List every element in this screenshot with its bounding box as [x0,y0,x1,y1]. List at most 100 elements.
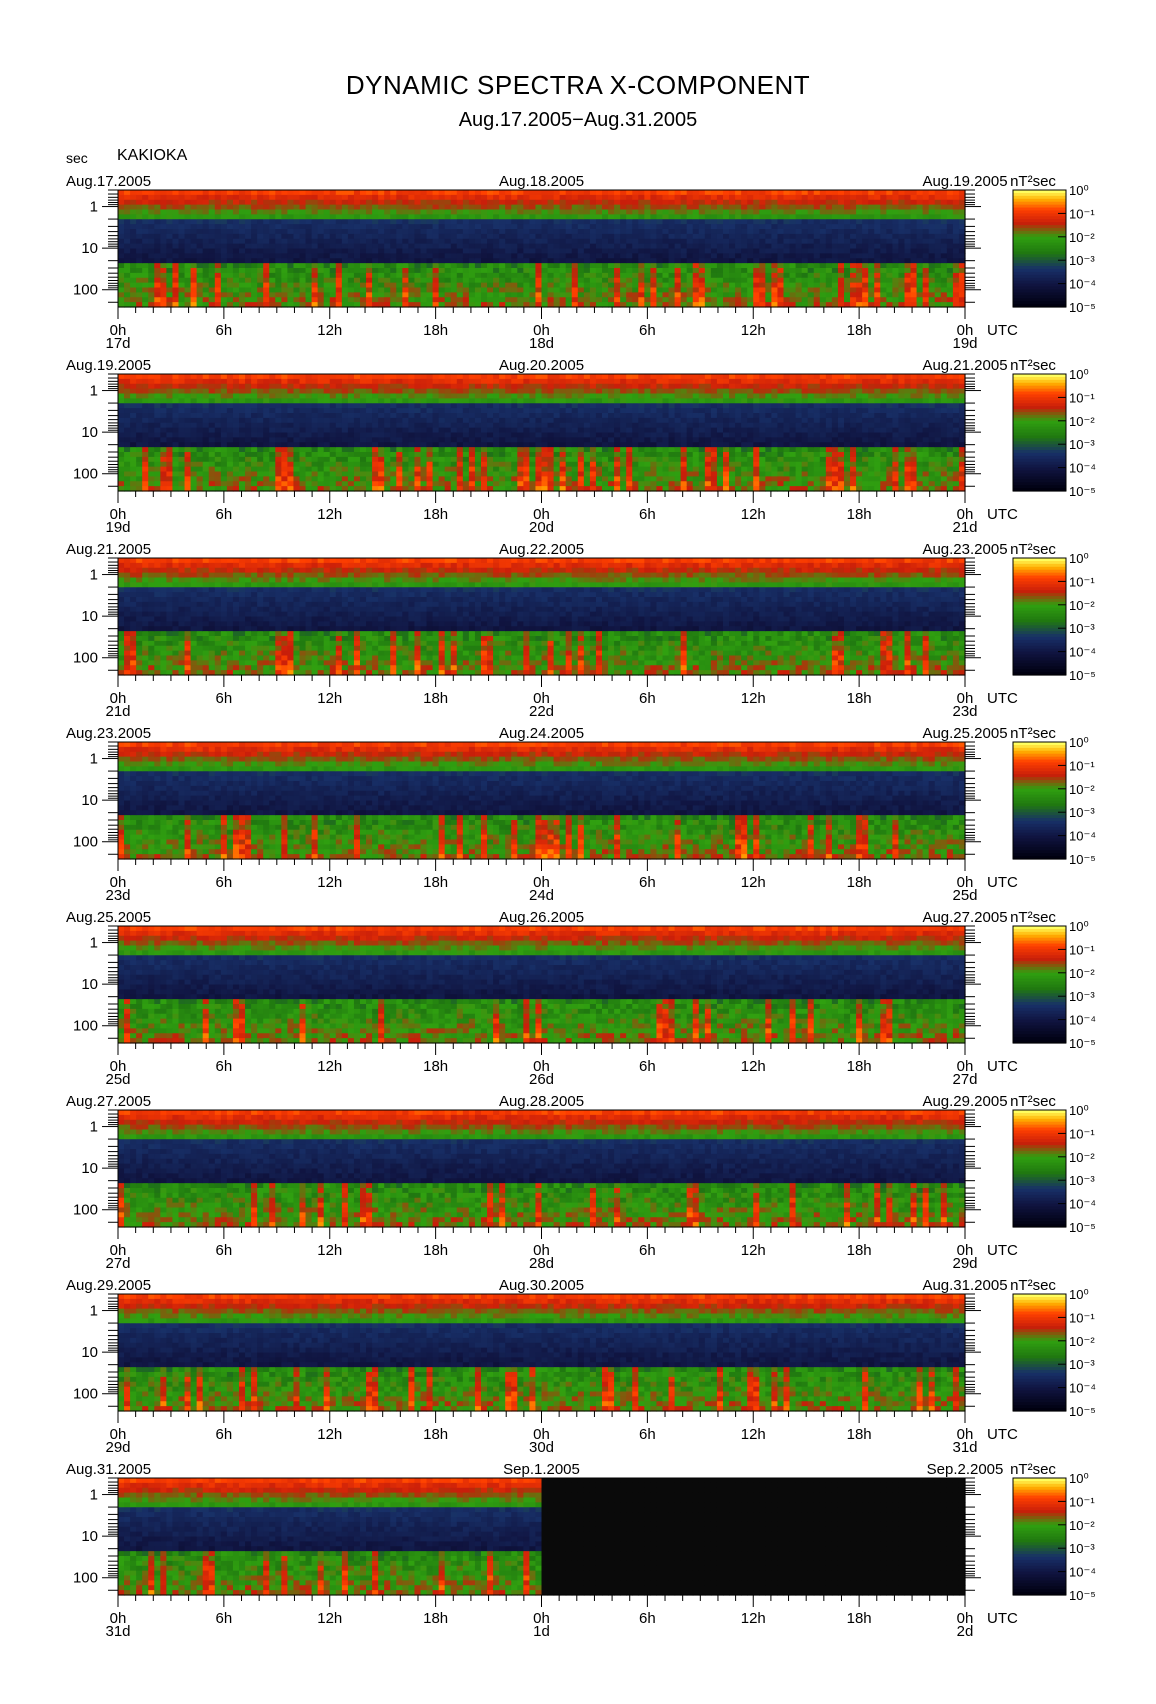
colorbar-band [1013,563,1066,568]
x-axis-unit: UTC [987,1242,1018,1259]
y-tick-label: 10 [81,792,98,809]
colorbar-band [1013,1040,1066,1044]
colorbar-band [1013,382,1066,387]
colorbar-band [1013,820,1066,825]
colorbar-band [1013,1162,1066,1167]
colorbar-band [1013,1518,1066,1523]
colorbar-band [1013,1501,1066,1505]
date-label-mid: Aug.18.2005 [499,173,584,190]
colorbar-band [1013,1498,1066,1502]
y-tick-label: 1 [90,935,98,952]
colorbar-band [1013,1340,1066,1345]
date-label-right: Aug.21.2005 [922,357,1007,374]
colorbar-band [1013,1317,1066,1321]
x-tick-label: 0h [533,874,550,891]
date-label-right: Sep.2.2005 [927,1461,1004,1478]
colorbar-band [1013,596,1066,600]
colorbar-band [1013,794,1066,799]
colorbar-band [1013,619,1066,623]
x-tick-label: 12h [317,1610,342,1627]
colorbar-band [1013,642,1066,647]
heatmap-cells [118,926,966,1044]
x-tick-label: 18h [847,690,872,707]
x-tick-label: 0h [110,690,127,707]
y-tick-label: 10 [81,1528,98,1545]
y-tick-label: 10 [81,1160,98,1177]
colorbar-band [1013,1022,1066,1027]
colorbar-band [1013,388,1066,393]
colorbar-band [1013,1346,1066,1351]
colorbar-tick-label: 10⁰ [1069,919,1089,934]
colorbar-band [1013,1004,1066,1009]
colorbar-tick-label: 10⁻² [1069,598,1095,613]
colorbar-band [1013,1145,1066,1149]
colorbar-band [1013,1334,1066,1339]
day-label: 25d [952,887,977,904]
colorbar-band [1013,1007,1066,1012]
colorbar-band [1013,672,1066,676]
colorbar-band [1013,1299,1066,1304]
colorbar-band [1013,1332,1066,1336]
colorbar-band [1013,657,1066,661]
colorbar-band [1013,1478,1066,1482]
x-tick-label: 12h [317,1242,342,1259]
x-tick-label: 6h [639,1058,656,1075]
colorbar-band [1013,1034,1066,1038]
colorbar-band [1013,660,1066,664]
colorbar-band [1013,1343,1066,1348]
colorbar-band [1013,257,1066,261]
x-tick-label: 0h [533,506,550,523]
colorbar-band [1013,812,1066,816]
y-tick-label: 100 [73,1570,98,1587]
colorbar-tick-label: 10⁻¹ [1069,758,1095,773]
x-tick-label: 0h [957,1426,974,1443]
colorbar-band [1013,304,1066,308]
colorbar-tick-label: 10⁰ [1069,1103,1089,1118]
colorbar-tick-label: 10⁻¹ [1069,574,1095,589]
colorbar-band [1013,1308,1066,1313]
x-tick-label: 0h [110,506,127,523]
colorbar-band [1013,298,1066,302]
colorbar-tick-label: 10⁻⁵ [1069,484,1096,499]
colorbar-tick-label: 10⁻⁵ [1069,1588,1096,1603]
colorbar-band [1013,926,1066,930]
day-label: 28d [529,1255,554,1272]
colorbar-band [1013,464,1066,469]
day-label: 31d [105,1623,130,1640]
colorbar-band [1013,1156,1066,1161]
colorbar-band [1013,1589,1066,1593]
colorbar-band [1013,233,1066,238]
colorbar-band [1013,479,1066,483]
x-tick-label: 6h [216,690,233,707]
colorbar-band [1013,1197,1066,1202]
y-tick-label: 10 [81,608,98,625]
colorbar-frame [1012,1109,1067,1228]
colorbar-frame [1012,1293,1067,1412]
x-tick-label: 0h [533,1610,550,1627]
colorbar: 10⁰ 10⁻¹ 10⁻² 10⁻³ 10⁻⁴ 10⁻⁵ [1012,551,1096,683]
colorbar-band [1013,277,1066,282]
date-label-mid: Aug.22.2005 [499,541,584,558]
colorbar-tick-label: 10⁻⁵ [1069,1404,1096,1419]
colorbar-band [1013,972,1066,977]
colorbar-band [1013,777,1066,781]
colorbar-band [1013,1127,1066,1132]
colorbar-band [1013,607,1066,612]
heatmap-cells [118,742,966,860]
colorbar-tick-label: 10⁻³ [1069,805,1095,820]
colorbar-band [1013,1212,1066,1216]
colorbar-band [1013,1542,1066,1546]
date-label-right: Aug.25.2005 [922,725,1007,742]
spectrogram-panel: Aug.17.2005 Aug.18.2005 Aug.19.2005 nT²sec1… [66,173,1096,352]
day-label: 2d [957,1623,974,1640]
colorbar-band [1013,961,1066,965]
x-tick-label: 0h [533,1426,550,1443]
colorbar-band [1013,1504,1066,1508]
y-tick-label: 100 [73,282,98,299]
colorbar-band [1013,438,1066,442]
x-tick-label: 0h [957,690,974,707]
heatmap-cells [118,190,966,308]
colorbar-band [1013,473,1066,477]
y-tick-label: 100 [73,1018,98,1035]
x-tick-label: 6h [216,1242,233,1259]
